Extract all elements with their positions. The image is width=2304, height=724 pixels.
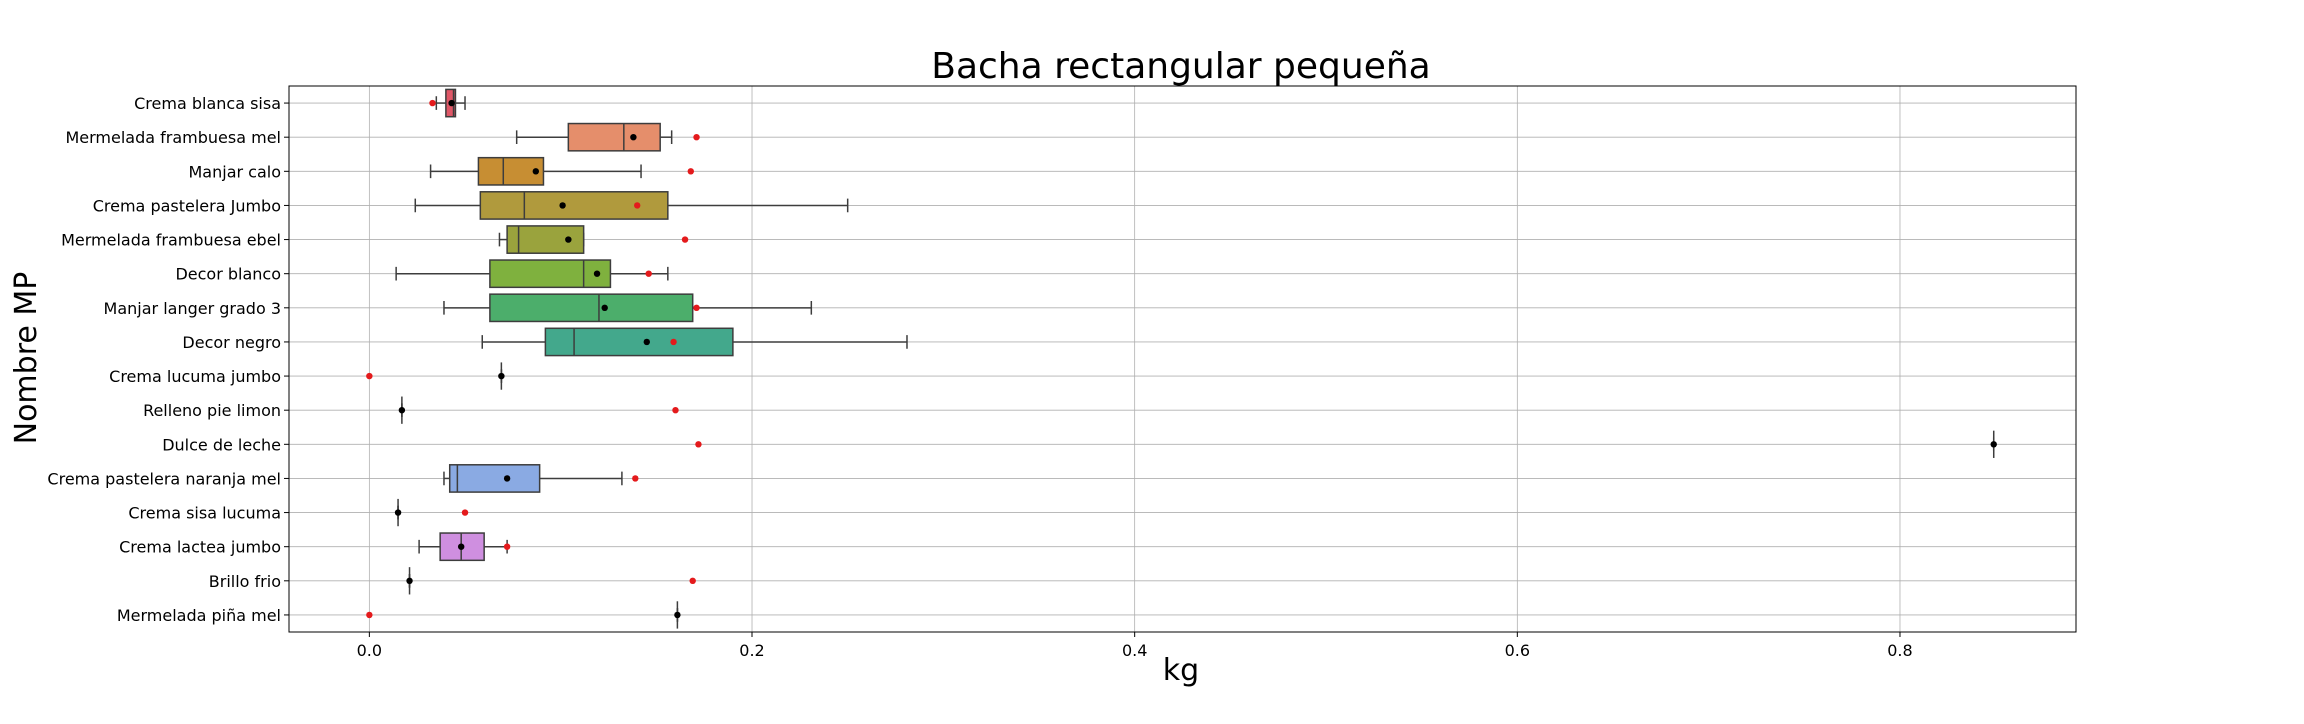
y-tick-label: Crema lactea jumbo <box>119 538 281 557</box>
x-tick-label: 0.0 <box>357 641 382 660</box>
iqr-box <box>489 259 612 289</box>
mean-point <box>601 304 608 312</box>
mean-point <box>457 543 465 550</box>
iqr-box <box>567 122 661 152</box>
reference-point <box>672 406 679 414</box>
y-tick-label: Mermelada piña mel <box>117 606 281 625</box>
iqr-box <box>489 293 694 323</box>
box-group <box>398 396 679 424</box>
box-group <box>429 88 466 118</box>
mean-point <box>394 509 402 516</box>
mean-point <box>503 475 511 482</box>
reference-point <box>503 543 511 550</box>
reference-point <box>366 372 373 380</box>
box-group <box>394 498 469 527</box>
chart-title: Bacha rectangular pequeña <box>931 46 1430 87</box>
y-tick-label: Crema sisa lucuma <box>128 504 281 523</box>
y-tick-label: Manjar langer grado 3 <box>104 299 281 318</box>
reference-point <box>689 577 696 585</box>
y-tick-label: Crema lucuma jumbo <box>109 367 281 386</box>
mean-point <box>398 406 406 414</box>
reference-point <box>693 133 700 141</box>
x-tick-label: 0.4 <box>1122 641 1147 660</box>
mean-point <box>565 236 572 243</box>
reference-point <box>366 611 373 619</box>
box-group <box>695 430 1997 458</box>
mean-point <box>498 372 505 380</box>
y-tick-label: Mermelada frambuesa mel <box>65 128 281 147</box>
mean-point <box>406 577 413 585</box>
reference-point <box>429 99 436 107</box>
reference-point <box>634 202 641 209</box>
reference-point <box>670 338 677 346</box>
reference-point <box>687 168 694 175</box>
reference-point <box>695 441 702 448</box>
y-tick-label: Crema blanca sisa <box>134 94 281 113</box>
y-axis-label: Nombre MP <box>9 272 44 445</box>
reference-point <box>645 270 652 277</box>
y-tick-label: Brillo frio <box>209 572 281 591</box>
mean-point <box>559 202 566 209</box>
y-tick-label: Manjar calo <box>189 162 282 181</box>
y-tick-label: Mermelada frambuesa ebel <box>61 231 281 250</box>
box-group <box>395 259 669 289</box>
iqr-box <box>544 327 734 357</box>
box-group <box>443 464 639 493</box>
box-group <box>366 362 505 390</box>
x-tick-label: 0.6 <box>1505 641 1530 660</box>
box-group <box>429 156 694 186</box>
box-group <box>414 191 849 220</box>
y-tick-label: Crema pastelera naranja mel <box>47 469 281 488</box>
boxes <box>366 88 1997 629</box>
reference-point <box>693 304 700 312</box>
tick-labels: 0.0 0.2 0.4 0.6 0.8 Crema blanca sisa Mermelad… <box>47 94 1912 660</box>
box-group <box>481 327 908 357</box>
box-group <box>406 567 696 595</box>
y-tick-label: Decor negro <box>182 333 281 352</box>
iqr-box <box>448 464 541 493</box>
x-tick-label: 0.2 <box>739 641 764 660</box>
box-group <box>515 122 700 152</box>
reference-point <box>681 236 689 243</box>
mean-point <box>643 338 650 346</box>
y-tick-label: Relleno pie limon <box>143 401 281 420</box>
mean-point <box>448 99 455 107</box>
mean-point <box>1990 441 1997 448</box>
mean-point <box>593 270 601 277</box>
box-group <box>418 532 511 562</box>
reference-point <box>632 475 639 482</box>
plot-frame <box>288 85 2077 633</box>
box-group <box>366 601 681 629</box>
x-tick-label: 0.8 <box>1887 641 1912 660</box>
x-axis-label: kg <box>1163 653 1199 688</box>
box-group <box>498 225 689 254</box>
y-tick-label: Decor blanco <box>175 265 281 284</box>
mean-point <box>532 168 540 175</box>
grid-lines <box>289 86 2076 632</box>
y-tick-label: Crema pastelera Jumbo <box>93 196 281 215</box>
mean-point <box>630 133 637 141</box>
reference-point <box>461 509 469 516</box>
box-group <box>443 293 813 323</box>
mean-point <box>674 611 681 619</box>
y-tick-label: Dulce de leche <box>162 435 281 454</box>
